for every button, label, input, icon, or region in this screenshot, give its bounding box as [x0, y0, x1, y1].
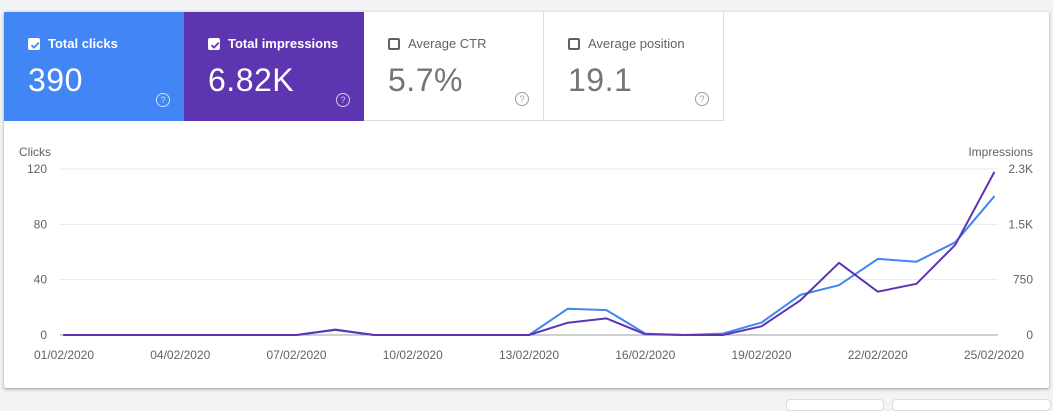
- left-axis-tick-label: 40: [34, 273, 48, 287]
- x-axis-tick-label: 10/02/2020: [383, 348, 443, 362]
- help-icon[interactable]: ?: [695, 92, 709, 106]
- metric-tabs: Total clicks 390 ? Total impressions 6.8…: [4, 12, 724, 121]
- total-impressions-value: 6.82K: [208, 62, 295, 98]
- total-clicks-header: Total clicks: [28, 36, 118, 51]
- total-impressions-checkbox[interactable]: [208, 37, 220, 50]
- help-icon[interactable]: ?: [515, 92, 529, 106]
- left-axis-tick-label: 120: [27, 162, 47, 176]
- total-clicks-label: Total clicks: [48, 36, 118, 51]
- right-axis-tick-label: 0: [1026, 328, 1033, 342]
- average-position-tab[interactable]: Average position 19.1 ?: [544, 12, 724, 121]
- total-impressions-label: Total impressions: [228, 36, 339, 51]
- right-axis-tick-label: 750: [1013, 273, 1033, 287]
- checkmark-icon: [210, 41, 220, 49]
- total-impressions-tab[interactable]: Total impressions 6.82K ?: [184, 12, 364, 121]
- right-axis-title: Impressions: [968, 145, 1033, 159]
- right-axis-tick-label: 1.5K: [1008, 217, 1033, 231]
- clicks-series-line: [63, 195, 995, 336]
- help-icon[interactable]: ?: [156, 93, 170, 107]
- x-axis-tick-label: 16/02/2020: [615, 348, 675, 362]
- left-axis-tick-label: 80: [34, 217, 48, 231]
- x-axis-tick-label: 01/02/2020: [34, 348, 94, 362]
- total-impressions-header: Total impressions: [208, 36, 338, 51]
- average-position-label: Average position: [588, 36, 685, 51]
- x-axis-tick-label: 22/02/2020: [848, 348, 908, 362]
- average-position-value: 19.1: [568, 62, 633, 98]
- impressions-series-line: [63, 171, 995, 336]
- footer-button[interactable]: [892, 399, 1051, 411]
- average-position-checkbox[interactable]: [568, 37, 580, 50]
- left-axis-tick-label: 0: [40, 328, 47, 342]
- line-chart: 120 2.3K 80 1.5K 40 750 0 0 Clicks Impressions 01/…: [19, 145, 1033, 362]
- left-axis-title: Clicks: [19, 145, 51, 159]
- x-axis-tick-label: 04/02/2020: [150, 348, 210, 362]
- checkmark-icon: [30, 41, 40, 49]
- performance-chart[interactable]: 120 2.3K 80 1.5K 40 750 0 0 Clicks Impressions 01/…: [4, 121, 1049, 388]
- x-axis-tick-label: 25/02/2020: [964, 348, 1024, 362]
- total-clicks-tab[interactable]: Total clicks 390 ?: [4, 12, 184, 121]
- average-ctr-tab[interactable]: Average CTR 5.7% ?: [364, 12, 544, 121]
- average-ctr-checkbox[interactable]: [388, 37, 400, 50]
- average-position-header: Average position: [568, 36, 685, 51]
- help-icon[interactable]: ?: [336, 93, 350, 107]
- total-clicks-value: 390: [28, 62, 83, 98]
- average-ctr-label: Average CTR: [408, 36, 487, 51]
- average-ctr-value: 5.7%: [388, 62, 463, 98]
- right-axis-tick-label: 2.3K: [1008, 162, 1033, 176]
- performance-card: Total clicks 390 ? Total impressions 6.8…: [4, 12, 1049, 388]
- x-axis-tick-label: 19/02/2020: [731, 348, 791, 362]
- x-axis-tick-label: 07/02/2020: [266, 348, 326, 362]
- footer-button[interactable]: [786, 399, 884, 411]
- average-ctr-header: Average CTR: [388, 36, 487, 51]
- x-axis-tick-label: 13/02/2020: [499, 348, 559, 362]
- total-clicks-checkbox[interactable]: [28, 37, 40, 50]
